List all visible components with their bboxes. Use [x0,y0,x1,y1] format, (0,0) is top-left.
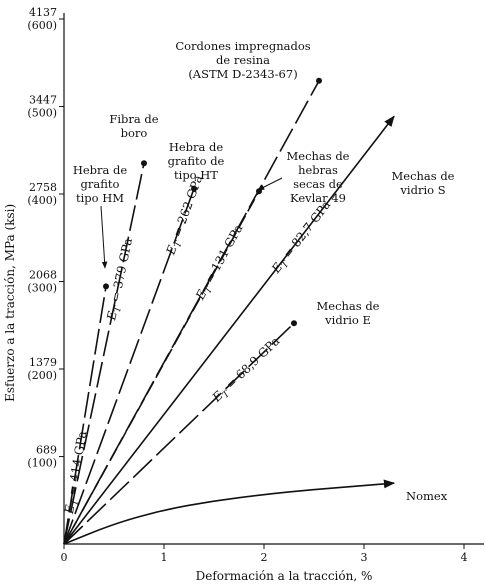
series-end-point-2 [191,185,197,192]
x-tick-label-1: 1 [161,551,168,564]
series-modulus-5: ET = 82,7 GPa [268,198,335,278]
series-label-line: tipo HT [174,168,218,182]
modulus-subscript: T [203,285,215,296]
series-label-line: Mechas de [316,299,379,313]
y-tick-mpa-3: 2758 [29,181,57,194]
modulus-value: = 82,7 GPa [278,198,333,264]
modulus-symbol: E [62,503,77,515]
modulus-subscript: T [173,239,185,249]
series-label-line: de resina [216,53,270,67]
series-label-line: Mechas de [286,149,349,163]
y-tick-mpa-1: 1379 [29,356,57,369]
series-label-line: vidrio E [324,313,371,327]
series-label-line: Mechas de [391,169,454,183]
series-modulus-0: ET = 414 GPa [62,430,92,516]
modulus-symbol: E [104,310,120,323]
series-line-1 [63,163,145,545]
modulus-subscript: T [280,259,292,271]
y-tick-mpa-5: 4137 [29,6,57,19]
x-tick-label-0: 0 [61,551,68,564]
series-end-point-1 [141,160,147,167]
series-label-line: secas de [293,177,343,191]
series-label-line: tipo HM [76,191,124,205]
series-label-line: vidrio S [399,183,445,197]
y-tick-mpa-2: 2068 [29,269,57,282]
modulus-symbol: E [163,243,180,257]
series-label-0: Hebra de grafito tipo HM [73,163,128,205]
y-tick-ksi-3: (400) [27,194,57,207]
series-label-1: Fibra de boro [109,112,158,140]
y-axis-title: Esfuerzo a la tracción, MPa (ksi) [3,204,17,402]
modulus-value: = 262 GPa [169,173,206,242]
series-label-line: Kevlar 49 [290,191,346,205]
series-label-line: hebras [298,163,338,177]
modulus-value: = 379 GPa [107,237,135,307]
series-line-5 [63,115,395,545]
y-tick-ksi-0: (100) [27,457,57,470]
y-tick-ksi-5: (600) [27,19,57,32]
series-label-4: Mechas de hebras secas de Kevlar 49 [286,149,349,205]
x-tick-label-2: 2 [261,551,268,564]
y-tick-ksi-4: (500) [27,107,57,120]
series-label-line: grafito de [168,154,225,168]
series-label-2: Hebra de grafito de tipo HT [168,140,225,182]
y-tick-mpa-0: 689 [36,444,57,457]
x-tick-label-4: 4 [461,551,468,564]
modulus-subscript: T [113,305,124,314]
series-modulus-2: ET = 262 GPa [163,173,208,258]
series-label-3: Cordones impregnados de resina (ASTM D-234… [175,39,310,81]
series-label-line: Hebra de [73,163,128,177]
series-label-line: boro [121,126,148,140]
series-modulus-3: ET = 131 GPa [193,222,249,304]
series-label-6: Mechas de vidrio E [316,299,379,327]
modulus-subscript: T [70,498,81,507]
x-axis-title: Deformación a la tracción, % [196,569,373,583]
series-end-point-0 [103,283,109,290]
series-line-7 [63,479,396,545]
series-label-line: (ASTM D-2343-67) [188,67,297,81]
series-label-line: Cordones impregnados [175,39,310,53]
y-tick-ksi-1: (200) [27,369,57,382]
modulus-subscript: T [221,389,233,401]
y-tick-ksi-2: (300) [27,282,57,295]
series-end-point-6 [291,320,297,327]
modulus-value: = 68,9 GPa [220,334,282,394]
series-label-line: Nomex [406,489,448,503]
y-tick-mpa-4: 3447 [29,94,57,107]
series-modulus-6: ET = 68,9 GPa [209,334,284,407]
x-tick-label-3: 3 [361,551,368,564]
series-label-line: Fibra de [109,112,158,126]
series-label-line: Hebra de [169,140,224,154]
series-modulus-1: ET = 379 GPa [104,237,138,323]
series-label-7: Nomex [406,489,448,503]
series-label-5: Mechas de vidrio S [391,169,454,197]
series-line-0 [63,286,107,545]
series-end-point-3 [316,77,322,84]
series-line-4 [63,190,260,545]
series-leader-0 [100,205,108,269]
series-line-6 [63,322,295,545]
series-label-line: grafito [81,177,120,191]
series-leader-4 [257,177,283,191]
